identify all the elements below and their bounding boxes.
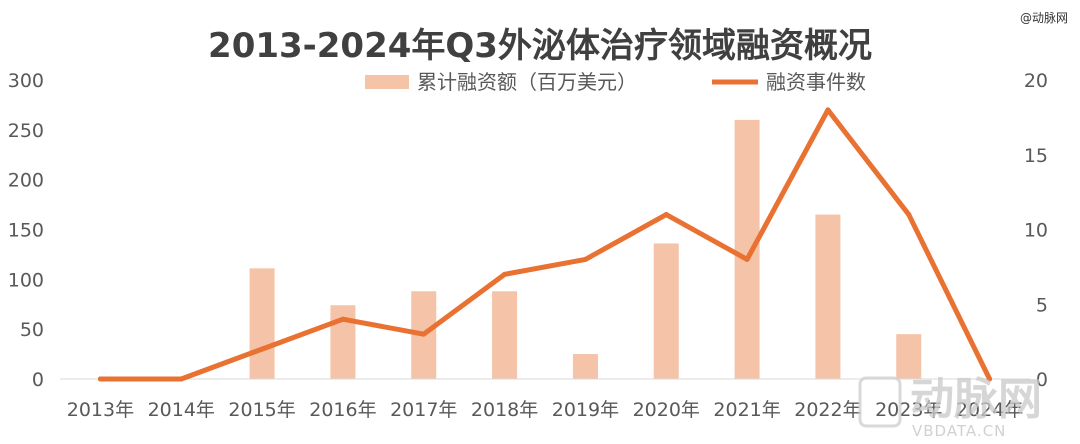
bar: [330, 305, 356, 379]
left-tick-label: 250: [8, 120, 44, 142]
watermark-top-label: @动脉网: [1020, 10, 1068, 25]
line-point: [744, 256, 750, 262]
left-tick-label: 50: [20, 319, 44, 341]
left-tick-label: 100: [8, 269, 44, 291]
x-tick-label: 2022年: [794, 399, 861, 421]
bar: [653, 243, 679, 379]
right-tick-label: 0: [1036, 369, 1048, 391]
x-axis: 2013年 2014年 2015年 2016年 2017年 2018年 2019年 2020年…: [67, 399, 1024, 421]
x-tick-label: 2017年: [390, 399, 457, 421]
line-point: [97, 376, 103, 382]
chart-title: 2013-2024年Q3外泌体治疗领域融资概况: [208, 26, 872, 66]
right-tick-label: 5: [1036, 294, 1048, 316]
line-point: [663, 212, 669, 218]
bar: [572, 354, 598, 379]
right-tick-label: 20: [1024, 70, 1048, 92]
left-tick-label: 0: [32, 369, 44, 391]
line-point: [825, 107, 831, 113]
right-tick-label: 15: [1024, 145, 1048, 167]
line-point: [582, 256, 588, 262]
line-point: [987, 376, 993, 382]
line-point: [421, 331, 427, 337]
legend-bar-swatch: [365, 75, 409, 89]
bar: [734, 119, 760, 379]
x-tick-label: 2015年: [228, 399, 295, 421]
legend-line-label: 融资事件数: [766, 70, 866, 94]
legend: 累计融资额（百万美元） 融资事件数: [365, 70, 866, 94]
left-tick-label: 300: [8, 70, 44, 92]
line-point: [340, 316, 346, 322]
bar: [249, 268, 275, 379]
line-point: [178, 376, 184, 382]
right-axis: 0 5 10 15 20: [1024, 70, 1048, 391]
bar: [896, 334, 922, 379]
x-tick-label: 2019年: [552, 399, 619, 421]
left-tick-label: 150: [8, 220, 44, 242]
bar: [492, 291, 518, 379]
line-point: [259, 346, 265, 352]
x-tick-label: 2021年: [713, 399, 780, 421]
x-tick-label: 2020年: [633, 399, 700, 421]
x-tick-label: 2016年: [309, 399, 376, 421]
watermark-logo-icon: [858, 376, 902, 428]
x-tick-label: 2024年: [956, 399, 1023, 421]
legend-bar-label: 累计融资额（百万美元）: [417, 70, 637, 94]
watermark-brand: 动脉网: [910, 374, 1042, 425]
line-point: [502, 271, 508, 277]
x-tick-label: 2014年: [148, 399, 215, 421]
right-tick-label: 10: [1024, 220, 1048, 242]
bar-series: [249, 119, 922, 379]
x-tick-label: 2013年: [67, 399, 134, 421]
left-tick-label: 200: [8, 170, 44, 192]
bar: [815, 214, 841, 379]
line-path: [97, 107, 993, 382]
left-axis: 0 50 100 150 200 250 300: [8, 70, 44, 391]
x-tick-label: 2018年: [471, 399, 538, 421]
line-series: [97, 107, 993, 382]
x-tick-label: 2023年: [875, 399, 942, 421]
watermark-logo: 动脉网 VBDATA.CN: [858, 374, 1042, 440]
watermark-url: VBDATA.CN: [912, 422, 1006, 440]
line-point: [906, 212, 912, 218]
